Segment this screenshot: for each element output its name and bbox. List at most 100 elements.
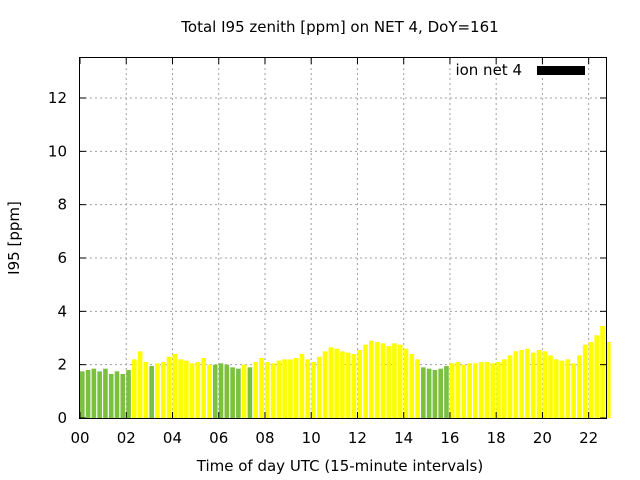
bar-88 (588, 342, 594, 418)
y-tick-label-0: 0 (57, 409, 67, 427)
bar-0 (80, 371, 85, 418)
bar-1 (85, 370, 91, 418)
bar-62 (438, 368, 443, 418)
bar-28 (241, 364, 247, 418)
bar-73 (501, 359, 507, 418)
bar-48 (357, 350, 363, 418)
bar-37 (293, 358, 299, 418)
y-tick-label-3: 6 (57, 249, 67, 267)
bar-77 (525, 348, 530, 418)
bar-38 (299, 354, 305, 418)
chart-title: Total I95 zenith [ppm] on NET 4, DoY=161 (180, 18, 498, 36)
x-tick-label-0: 00 (70, 429, 89, 447)
x-tick-label-10: 20 (533, 429, 552, 447)
y-tick-label-1: 2 (57, 356, 67, 374)
bar-9 (132, 359, 137, 418)
bars-group (80, 326, 611, 418)
plot-frame (79, 57, 607, 419)
x-tick-label-6: 12 (348, 429, 367, 447)
bar-65 (455, 362, 461, 418)
bar-44 (334, 348, 339, 418)
bar-78 (530, 352, 536, 418)
bar-11 (143, 362, 149, 418)
bar-79 (536, 350, 542, 418)
bar-19 (189, 363, 195, 418)
bar-54 (392, 343, 397, 418)
bar-70 (484, 362, 490, 418)
bar-5 (108, 374, 114, 418)
bar-91 (606, 342, 611, 418)
bar-32 (264, 362, 270, 418)
x-tick-label-7: 14 (394, 429, 413, 447)
bar-82 (553, 359, 559, 418)
legend-label: ion net 4 (455, 61, 522, 79)
y-axis-ticks: 0 2 4 6 8 10 12 (48, 89, 606, 427)
bar-21 (201, 358, 207, 418)
bar-75 (513, 351, 519, 418)
y-tick-label-5: 10 (48, 142, 67, 160)
bar-20 (195, 362, 201, 418)
bar-2 (91, 368, 97, 418)
bar-81 (548, 355, 553, 418)
bar-30 (253, 362, 259, 418)
bar-52 (380, 343, 386, 418)
bar-43 (328, 347, 334, 418)
y-tick-label-6: 12 (48, 89, 67, 107)
bar-31 (259, 358, 264, 418)
bar-14 (160, 362, 166, 418)
bar-72 (496, 362, 501, 418)
bar-46 (345, 352, 351, 418)
bar-35 (282, 359, 287, 418)
bar-50 (369, 340, 374, 418)
bar-69 (478, 362, 484, 418)
bar-89 (594, 335, 600, 418)
bar-42 (322, 351, 328, 418)
y-tick-label-2: 4 (57, 302, 67, 320)
bar-24 (218, 363, 224, 418)
x-axis-label: Time of day UTC (15-minute intervals) (196, 457, 483, 475)
bar-86 (577, 355, 582, 418)
bar-53 (386, 346, 391, 418)
x-tick-label-11: 22 (579, 429, 598, 447)
x-tick-label-4: 08 (255, 429, 274, 447)
bar-33 (270, 363, 276, 418)
x-tick-label-9: 18 (487, 429, 506, 447)
bar-40 (311, 362, 316, 418)
y-axis-label: I95 [ppm] (5, 201, 23, 275)
bar-27 (236, 368, 241, 418)
bar-61 (432, 370, 438, 418)
bar-87 (582, 344, 588, 418)
bar-66 (461, 364, 467, 418)
bar-56 (403, 348, 409, 418)
bar-6 (114, 371, 120, 418)
bar-71 (490, 363, 496, 418)
bar-59 (421, 367, 426, 418)
bar-85 (571, 363, 576, 418)
bar-41 (316, 356, 322, 418)
bar-76 (519, 350, 524, 418)
bar-64 (449, 363, 455, 418)
bar-60 (426, 368, 432, 418)
bar-25 (224, 364, 230, 418)
x-tick-label-3: 06 (209, 429, 228, 447)
bar-74 (507, 355, 513, 418)
bar-63 (444, 366, 449, 418)
bar-67 (467, 363, 472, 418)
bar-36 (288, 359, 293, 418)
bar-7 (120, 374, 126, 418)
legend-swatch (537, 66, 585, 75)
bar-90 (600, 326, 605, 418)
bar-22 (207, 364, 212, 418)
x-tick-label-8: 16 (440, 429, 459, 447)
bar-58 (415, 359, 420, 418)
bar-4 (103, 368, 108, 418)
x-tick-label-5: 10 (302, 429, 321, 447)
bar-68 (473, 363, 478, 418)
bar-15 (166, 356, 172, 418)
bar-49 (363, 344, 368, 418)
bar-12 (149, 366, 154, 418)
bar-51 (374, 342, 380, 418)
bar-23 (212, 364, 218, 418)
bar-57 (409, 354, 415, 418)
